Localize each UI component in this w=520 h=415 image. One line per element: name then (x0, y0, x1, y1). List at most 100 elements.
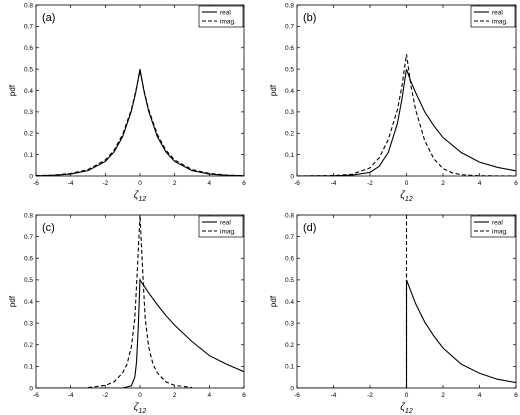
y-tick-label: 0.4 (285, 299, 294, 306)
y-tick-label: 0.5 (285, 277, 294, 284)
y-tick-label: 0.5 (285, 66, 294, 73)
y-tick-label: 0.6 (285, 256, 294, 263)
y-tick-label: 0.6 (24, 256, 33, 263)
y-axis-label: pdf (8, 84, 17, 96)
y-tick-label: 0.4 (24, 88, 33, 95)
chart-panel-1: -6 -4 -2 0 2 4 6 0 0.1 0.2 0.3 0.4 0.5 0.6 0.7 0.8 pdf ζ1… (269, 2, 518, 203)
legend-box (198, 5, 244, 28)
x-tick-label: 2 (173, 180, 177, 187)
x-tick-label: -2 (367, 392, 373, 399)
legend: real imag. (198, 215, 244, 238)
legend-label: imag. (492, 18, 508, 25)
y-tick-label: 0 (290, 173, 294, 180)
chart-panel-0: -6 -4 -2 0 2 4 6 0 0.1 0.2 0.3 0.4 0.5 0.6 0.7 0.8 pdf ζ1… (8, 2, 246, 203)
y-tick-label: 0.1 (285, 364, 294, 371)
x-axis-label: ζ12 (134, 190, 147, 203)
chart-panel-3: -6 -4 -2 0 2 4 6 0 0.1 0.2 0.3 0.4 0.5 0.6 0.7 0.8 pdf ζ1… (269, 212, 518, 415)
y-tick-label: 0.4 (285, 88, 294, 95)
axes-frame (296, 4, 517, 177)
x-tick-label: -6 (294, 180, 300, 187)
axes-frame (35, 214, 245, 389)
x-tick-label: -2 (102, 392, 108, 399)
x-tick-label: -6 (33, 392, 39, 399)
legend-box (198, 215, 244, 238)
y-tick-label: 0.3 (24, 320, 33, 327)
y-tick-label: 0.2 (24, 131, 33, 138)
x-tick-label: 0 (138, 392, 142, 399)
x-tick-label: 0 (405, 180, 409, 187)
x-tick-label: 4 (208, 180, 212, 187)
y-tick-label: 0.2 (285, 342, 294, 349)
x-tick-label: 0 (138, 180, 142, 187)
y-axis-label: pdf (269, 295, 278, 307)
y-tick-label: 0.8 (285, 212, 294, 219)
legend-label: imag. (220, 228, 236, 235)
x-tick-label: 2 (173, 392, 177, 399)
y-tick-label: 0.6 (24, 45, 33, 52)
panel-label: (b) (303, 12, 316, 24)
y-tick-label: 0.7 (285, 24, 294, 31)
y-tick-label: 0.5 (24, 277, 33, 284)
y-tick-label: 0.3 (24, 109, 33, 116)
x-tick-label: -6 (33, 180, 39, 187)
x-tick-label: -6 (294, 392, 300, 399)
y-tick-label: 0.3 (285, 109, 294, 116)
y-tick-label: 0 (29, 385, 33, 392)
panel-label: (c) (42, 222, 55, 234)
x-tick-label: -4 (68, 180, 74, 187)
y-tick-label: 0.8 (285, 2, 294, 9)
x-axis-label: ζ12 (400, 190, 413, 203)
x-tick-label: -4 (331, 180, 337, 187)
legend-label: real (220, 9, 231, 16)
y-tick-label: 0.3 (285, 320, 294, 327)
y-tick-label: 0 (290, 385, 294, 392)
y-tick-label: 0.2 (24, 342, 33, 349)
x-tick-label: 6 (514, 180, 518, 187)
series-line-real (36, 69, 244, 176)
x-tick-label: -4 (331, 392, 337, 399)
y-tick-label: 0.8 (24, 2, 33, 9)
y-axis-label: pdf (269, 84, 278, 96)
x-axis-label: ζ12 (134, 402, 147, 415)
legend: real imag. (198, 5, 244, 28)
legend-label: imag. (492, 228, 508, 235)
y-tick-label: 0.1 (24, 364, 33, 371)
series-line-real (297, 68, 516, 176)
y-tick-label: 0.7 (24, 24, 33, 31)
y-tick-label: 0.8 (24, 212, 33, 219)
y-tick-label: 0 (29, 173, 33, 180)
series-line-real (297, 279, 516, 388)
x-tick-label: 2 (441, 392, 445, 399)
legend: real imag. (470, 5, 516, 28)
y-tick-label: 0.7 (24, 234, 33, 241)
series-line-imag (87, 215, 193, 388)
x-tick-label: 6 (242, 180, 246, 187)
legend-label: real (220, 219, 231, 226)
y-tick-label: 0.4 (24, 299, 33, 306)
legend-label: imag. (220, 18, 236, 25)
y-axis-label: pdf (8, 295, 17, 307)
legend-label: real (492, 9, 503, 16)
y-tick-label: 0.7 (285, 234, 294, 241)
x-tick-label: 0 (405, 392, 409, 399)
y-tick-label: 0.6 (285, 45, 294, 52)
y-tick-label: 0.1 (285, 152, 294, 159)
legend: real imag. (470, 215, 516, 238)
chart-panel-2: -6 -4 -2 0 2 4 6 0 0.1 0.2 0.3 0.4 0.5 0.6 0.7 0.8 pdf ζ1… (8, 212, 246, 415)
legend-box (470, 5, 516, 28)
x-tick-label: -4 (68, 392, 74, 399)
x-tick-label: 6 (514, 392, 518, 399)
x-tick-label: -2 (367, 180, 373, 187)
x-tick-label: 4 (208, 392, 212, 399)
x-tick-label: 4 (478, 180, 482, 187)
y-tick-label: 0.1 (24, 152, 33, 159)
series-line-imag (36, 71, 244, 176)
x-tick-label: -2 (102, 180, 108, 187)
legend-box (470, 215, 516, 238)
series-line-imag (297, 54, 516, 176)
series-line-real (36, 278, 244, 388)
legend-label: real (492, 219, 503, 226)
y-tick-label: 0.5 (24, 66, 33, 73)
x-tick-label: 6 (242, 392, 246, 399)
